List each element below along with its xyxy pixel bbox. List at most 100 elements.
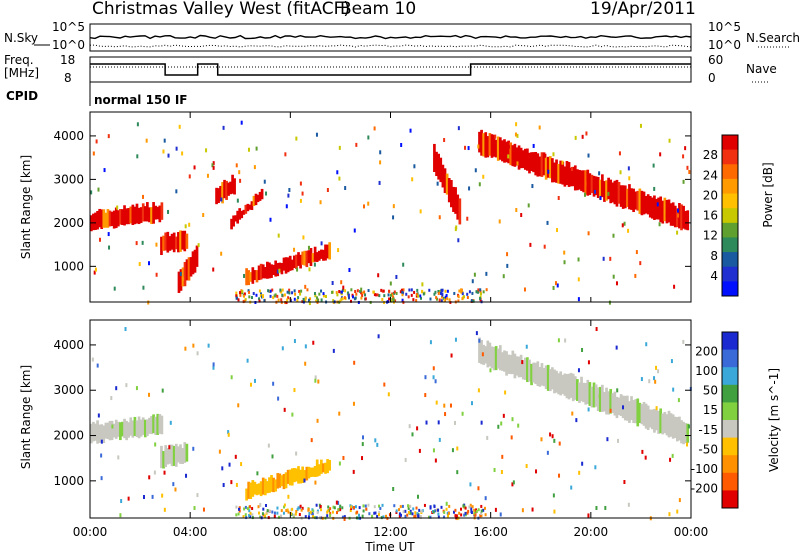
- noise-point: [656, 202, 659, 207]
- data-column: [603, 391, 606, 412]
- scatter-point: [378, 504, 381, 508]
- noise-point: [511, 482, 514, 487]
- data-column: [305, 250, 309, 268]
- scatter-point: [343, 296, 346, 300]
- data-column: [191, 251, 195, 275]
- data-column: [225, 180, 228, 200]
- noise-point: [196, 493, 199, 498]
- data-column: [179, 269, 183, 291]
- scatter-point: [269, 294, 272, 298]
- noise-point: [686, 442, 689, 447]
- scatter-point: [399, 505, 402, 509]
- data-column: [127, 422, 131, 438]
- noise-point: [657, 369, 660, 374]
- noise-point: [507, 144, 510, 149]
- data-column: [288, 255, 292, 271]
- noise-point: [313, 262, 316, 267]
- data-column: [177, 271, 181, 293]
- data-column: [505, 351, 508, 376]
- noise-point: [655, 406, 658, 411]
- scatter-point: [480, 511, 483, 515]
- x-tick-label: 00:00: [674, 525, 709, 539]
- scatter-point: [280, 298, 283, 302]
- scatter-point: [444, 289, 447, 293]
- data-column: [284, 257, 288, 274]
- data-column: [678, 203, 681, 229]
- noise-point: [653, 376, 656, 381]
- scatter-point: [479, 288, 482, 292]
- data-column: [598, 386, 602, 412]
- data-column: [544, 157, 548, 180]
- scatter-point: [443, 510, 446, 514]
- scatter-point: [339, 508, 342, 512]
- scatter-point: [414, 511, 417, 515]
- data-column: [501, 352, 504, 371]
- data-column: [619, 394, 623, 417]
- noise-point: [377, 273, 380, 278]
- noise-point: [335, 500, 338, 505]
- data-column: [538, 366, 542, 387]
- data-column: [526, 357, 529, 383]
- scatter-point: [299, 504, 302, 508]
- scatter-point: [300, 289, 303, 293]
- data-column: [322, 463, 325, 473]
- data-column: [297, 252, 300, 266]
- data-column: [313, 246, 317, 262]
- data-column: [116, 210, 120, 227]
- noise-point: [612, 233, 615, 238]
- noise-point: [337, 500, 340, 505]
- noise-point: [648, 379, 651, 384]
- data-column: [166, 447, 170, 465]
- data-column: [119, 209, 122, 225]
- scatter-point: [362, 504, 365, 508]
- scatter-point: [460, 290, 463, 294]
- noise-point: [411, 177, 414, 182]
- noise-point: [587, 231, 590, 236]
- noise-point: [336, 170, 339, 175]
- noise-point: [161, 388, 164, 393]
- noise-point: [451, 448, 454, 453]
- colorbar-tick-label: 100: [695, 364, 718, 378]
- scatter-point: [280, 509, 283, 513]
- data-column: [320, 249, 323, 259]
- scatter-point: [242, 515, 245, 519]
- colorbar-swatch: [722, 349, 738, 368]
- noise-point: [167, 153, 170, 158]
- scatter-point: [401, 504, 404, 508]
- data-column: [634, 191, 638, 210]
- noise-point: [553, 438, 556, 443]
- scatter-point: [434, 509, 437, 513]
- noise-point: [682, 339, 685, 344]
- colorbar-swatch: [722, 252, 738, 268]
- noise-point: [594, 465, 597, 470]
- scatter-point: [473, 511, 476, 515]
- noise-point: [163, 470, 166, 475]
- noise-point: [91, 357, 94, 362]
- noise-point: [147, 300, 150, 305]
- noise-point: [575, 418, 578, 423]
- scatter-point: [453, 510, 456, 514]
- data-column: [582, 170, 585, 193]
- scatter-point: [373, 511, 376, 515]
- scatter-point: [322, 292, 325, 296]
- data-column: [521, 150, 525, 169]
- scatter-point: [381, 289, 384, 293]
- scatter-point: [462, 504, 465, 508]
- scatter-point: [260, 295, 263, 299]
- data-column: [139, 207, 143, 223]
- colorbar-tick-label: 20: [703, 188, 718, 202]
- noise-point: [303, 478, 306, 483]
- scatter-point: [304, 296, 307, 300]
- scatter-point: [376, 293, 379, 297]
- data-column: [170, 444, 174, 467]
- colorbar-swatch: [722, 178, 738, 195]
- data-column: [139, 419, 143, 437]
- noise-point: [615, 345, 618, 350]
- noise-point: [155, 272, 158, 277]
- scatter-point: [460, 513, 463, 517]
- scatter-point: [470, 507, 473, 511]
- scatter-point: [362, 509, 365, 513]
- noise-point: [367, 135, 370, 140]
- scatter-point: [263, 299, 266, 303]
- scatter-point: [441, 295, 444, 299]
